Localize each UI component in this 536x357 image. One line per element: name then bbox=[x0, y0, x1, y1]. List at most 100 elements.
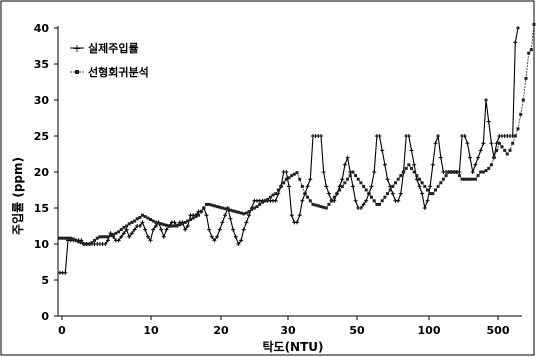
data-point bbox=[436, 134, 441, 138]
data-point bbox=[151, 219, 155, 223]
data-point bbox=[191, 216, 195, 220]
data-point bbox=[508, 148, 512, 152]
data-point bbox=[484, 169, 488, 173]
data-point bbox=[311, 202, 315, 206]
data-point bbox=[380, 148, 385, 153]
data-point bbox=[186, 219, 190, 223]
data-point bbox=[223, 213, 228, 218]
data-point bbox=[202, 206, 206, 210]
data-point bbox=[228, 216, 233, 221]
data-point bbox=[284, 170, 289, 174]
tick-labels: 0 5 10 15 20 25 30 35 40 0 10 20 30 50 100 500 bbox=[34, 22, 510, 337]
data-point bbox=[382, 162, 387, 167]
data-point bbox=[529, 48, 533, 52]
data-point bbox=[215, 234, 220, 239]
data-point bbox=[390, 191, 395, 196]
data-point bbox=[407, 163, 411, 167]
data-point bbox=[503, 148, 507, 152]
data-point bbox=[486, 119, 491, 124]
data-point bbox=[476, 155, 481, 160]
data-point bbox=[342, 162, 347, 167]
data-point bbox=[260, 200, 264, 204]
data-point bbox=[295, 171, 299, 175]
data-point bbox=[247, 210, 251, 214]
data-point bbox=[215, 205, 219, 209]
data-point bbox=[178, 223, 182, 227]
data-point bbox=[354, 174, 358, 178]
data-point bbox=[271, 193, 275, 197]
data-point bbox=[364, 188, 368, 192]
data-point bbox=[298, 177, 302, 181]
data-point bbox=[430, 162, 435, 167]
data-point bbox=[417, 184, 422, 189]
data-point bbox=[207, 202, 211, 206]
data-point bbox=[527, 51, 531, 55]
data-point bbox=[133, 219, 137, 223]
data-point bbox=[377, 134, 382, 138]
data-point bbox=[95, 236, 99, 240]
data-point bbox=[465, 141, 470, 146]
data-point bbox=[135, 217, 139, 221]
data-point bbox=[172, 220, 177, 225]
data-point bbox=[326, 191, 331, 196]
data-point bbox=[173, 224, 176, 228]
data-point bbox=[87, 242, 91, 246]
data-point bbox=[385, 177, 390, 182]
data-point bbox=[121, 231, 126, 236]
data-point bbox=[438, 155, 443, 160]
data-point bbox=[444, 174, 448, 178]
data-point bbox=[479, 170, 483, 174]
data-point bbox=[410, 166, 413, 170]
data-point bbox=[470, 170, 475, 174]
data-point bbox=[300, 184, 304, 188]
data-point bbox=[124, 227, 129, 232]
data-point bbox=[308, 199, 312, 203]
data-point bbox=[119, 228, 123, 232]
data-point bbox=[130, 220, 134, 224]
data-point bbox=[127, 234, 132, 239]
data-point bbox=[189, 218, 192, 221]
data-point bbox=[210, 203, 214, 207]
data-point bbox=[500, 145, 504, 149]
data-point bbox=[303, 192, 307, 196]
data-point bbox=[487, 166, 491, 170]
data-point bbox=[212, 204, 216, 208]
legend-item-regression: 선형회귀분석 bbox=[70, 65, 149, 79]
data-point bbox=[109, 233, 113, 237]
data-point bbox=[292, 172, 296, 176]
data-point bbox=[282, 181, 286, 185]
data-point bbox=[524, 76, 528, 80]
y-axis-label: 주입률 (ppm) bbox=[11, 157, 25, 235]
data-point bbox=[140, 220, 145, 225]
data-point bbox=[66, 236, 70, 240]
data-point bbox=[231, 227, 236, 232]
x-tick-label: 100 bbox=[418, 324, 441, 337]
data-point bbox=[431, 192, 435, 196]
data-point bbox=[258, 202, 262, 206]
data-point bbox=[239, 211, 243, 215]
data-point bbox=[228, 208, 232, 212]
data-point bbox=[372, 199, 376, 203]
series-regression bbox=[58, 22, 536, 246]
data-point bbox=[476, 174, 480, 178]
data-point bbox=[116, 238, 121, 243]
data-point bbox=[391, 184, 395, 188]
x-tick-label: 500 bbox=[487, 324, 510, 337]
data-point bbox=[175, 223, 179, 227]
data-point bbox=[505, 152, 509, 156]
data-point bbox=[167, 224, 171, 228]
data-point bbox=[471, 177, 475, 181]
data-point bbox=[426, 188, 429, 192]
data-point bbox=[404, 166, 408, 170]
data-point bbox=[436, 184, 440, 188]
data-point bbox=[146, 216, 150, 220]
data-point bbox=[103, 235, 107, 239]
data-point bbox=[396, 177, 400, 181]
data-point bbox=[412, 162, 417, 167]
data-point bbox=[489, 163, 493, 167]
data-point bbox=[247, 213, 252, 218]
data-point bbox=[428, 184, 433, 189]
data-point bbox=[346, 177, 350, 181]
data-point bbox=[399, 174, 403, 178]
